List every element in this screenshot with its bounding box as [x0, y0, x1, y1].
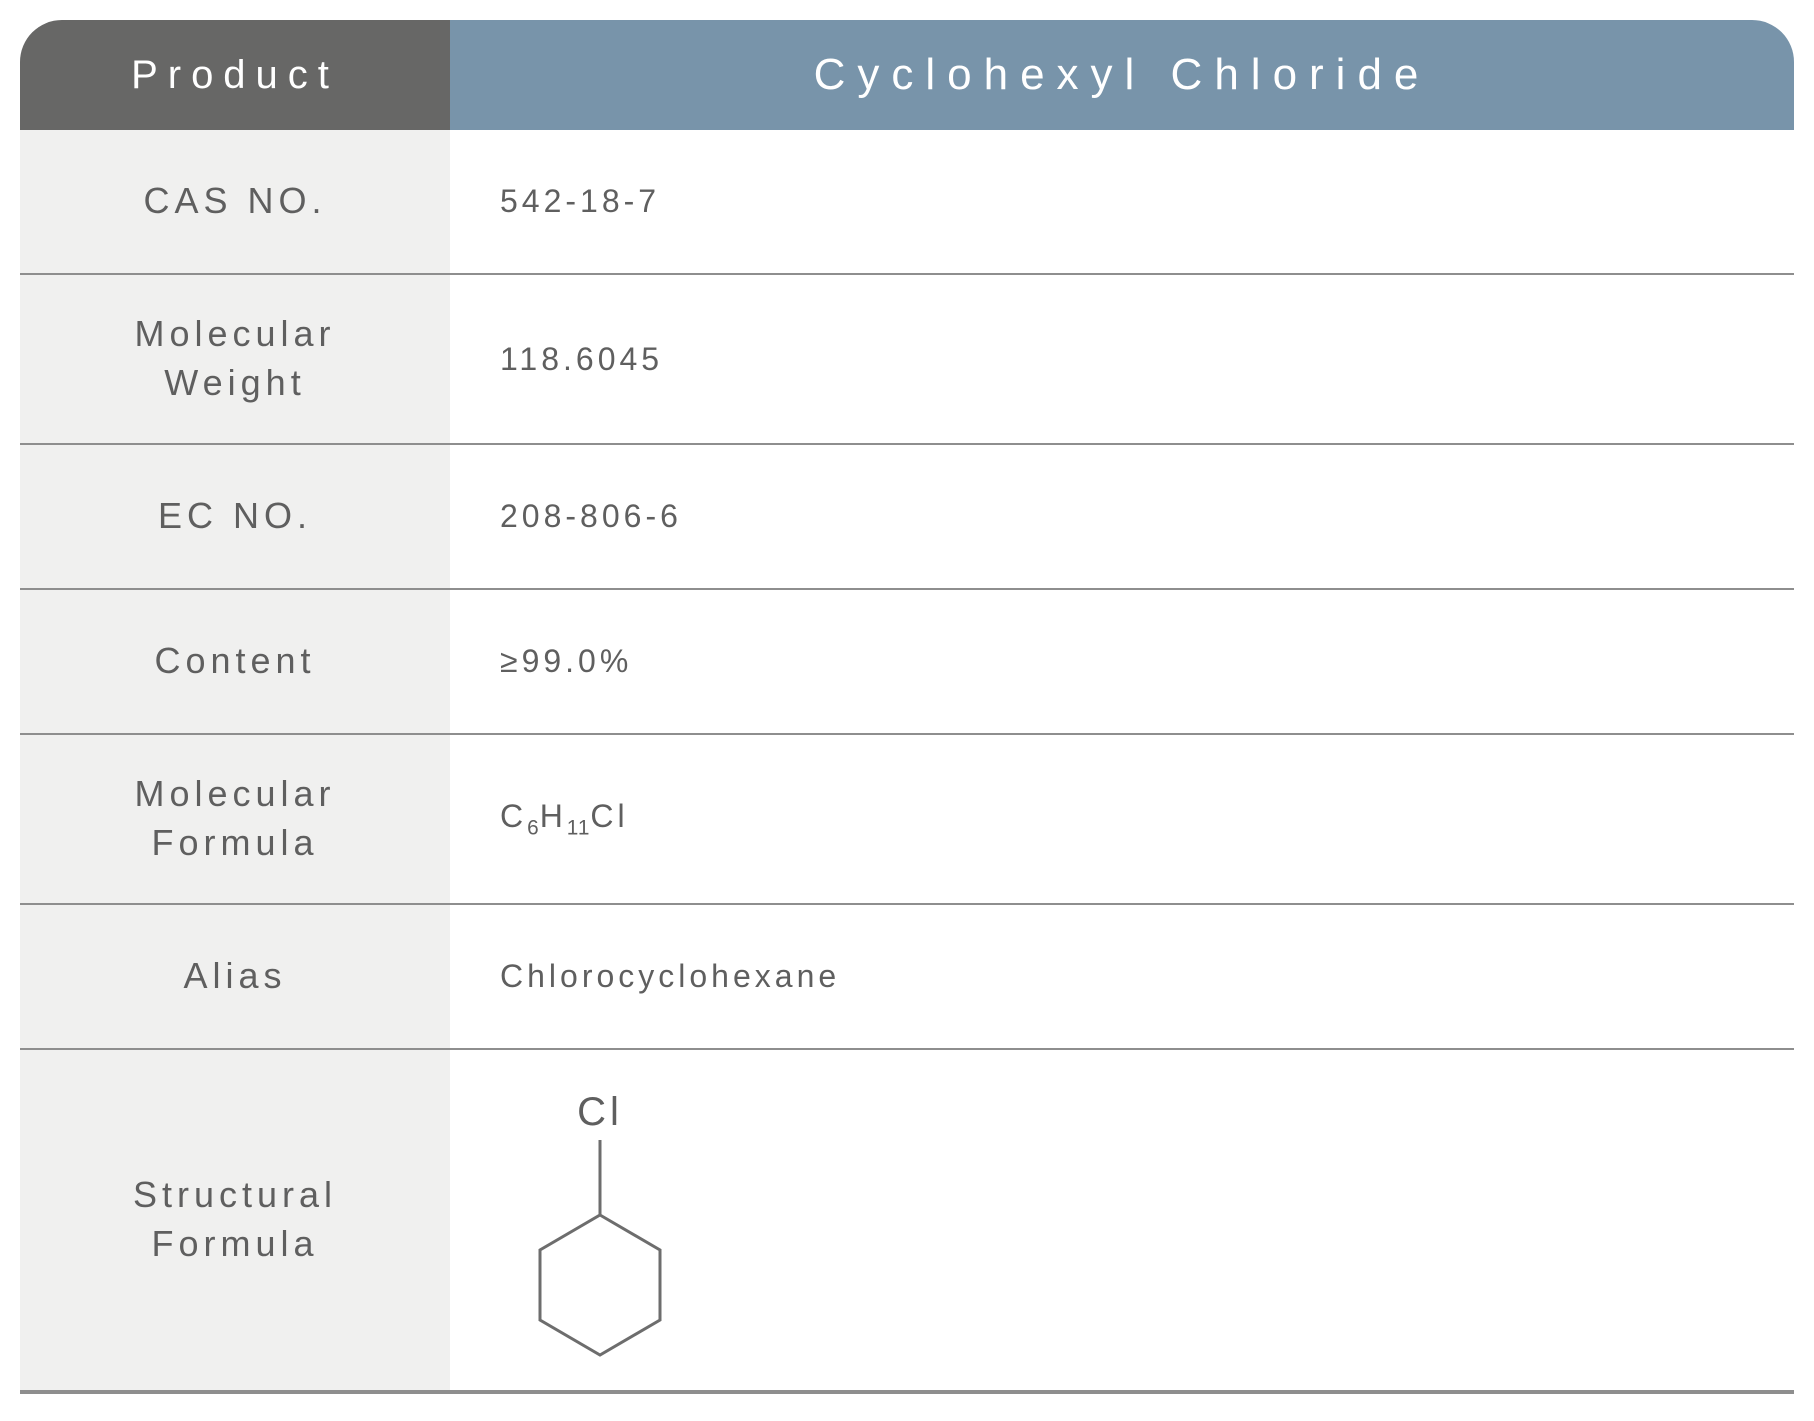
row-cas: CAS NO. 542-18-7	[20, 130, 1794, 275]
row-alias: Alias Chlorocyclohexane	[20, 905, 1794, 1050]
row-molecular-formula: MolecularFormula C6H11Cl	[20, 735, 1794, 905]
row-structural-formula: StructuralFormula Cl	[20, 1050, 1794, 1390]
header-value-product-name: Cyclohexyl Chloride	[450, 20, 1794, 130]
label-content: Content	[20, 590, 450, 733]
label-molecular-weight: MolecularWeight	[20, 275, 450, 443]
label-structural-formula: StructuralFormula	[20, 1050, 450, 1390]
molecular-formula-text: C6H11Cl	[500, 798, 629, 840]
row-content: Content ≥99.0%	[20, 590, 1794, 735]
value-molecular-weight: 118.6045	[450, 275, 1794, 443]
row-ec: EC NO. 208-806-6	[20, 445, 1794, 590]
chlorine-atom-label: Cl	[577, 1090, 623, 1134]
value-ec: 208-806-6	[450, 445, 1794, 588]
card-header: Product Cyclohexyl Chloride	[20, 20, 1794, 130]
label-molecular-formula: MolecularFormula	[20, 735, 450, 903]
value-content: ≥99.0%	[450, 590, 1794, 733]
product-card: Product Cyclohexyl Chloride CAS NO. 542-…	[20, 20, 1794, 1394]
row-molecular-weight: MolecularWeight 118.6045	[20, 275, 1794, 445]
value-cas: 542-18-7	[450, 130, 1794, 273]
value-alias: Chlorocyclohexane	[450, 905, 1794, 1048]
structure-diagram-icon: Cl	[500, 1070, 700, 1370]
label-ec: EC NO.	[20, 445, 450, 588]
cyclohexane-ring	[540, 1215, 660, 1355]
value-structural-formula: Cl	[450, 1050, 1794, 1390]
header-label-product: Product	[20, 20, 450, 130]
value-molecular-formula: C6H11Cl	[450, 735, 1794, 903]
label-alias: Alias	[20, 905, 450, 1048]
label-cas: CAS NO.	[20, 130, 450, 273]
